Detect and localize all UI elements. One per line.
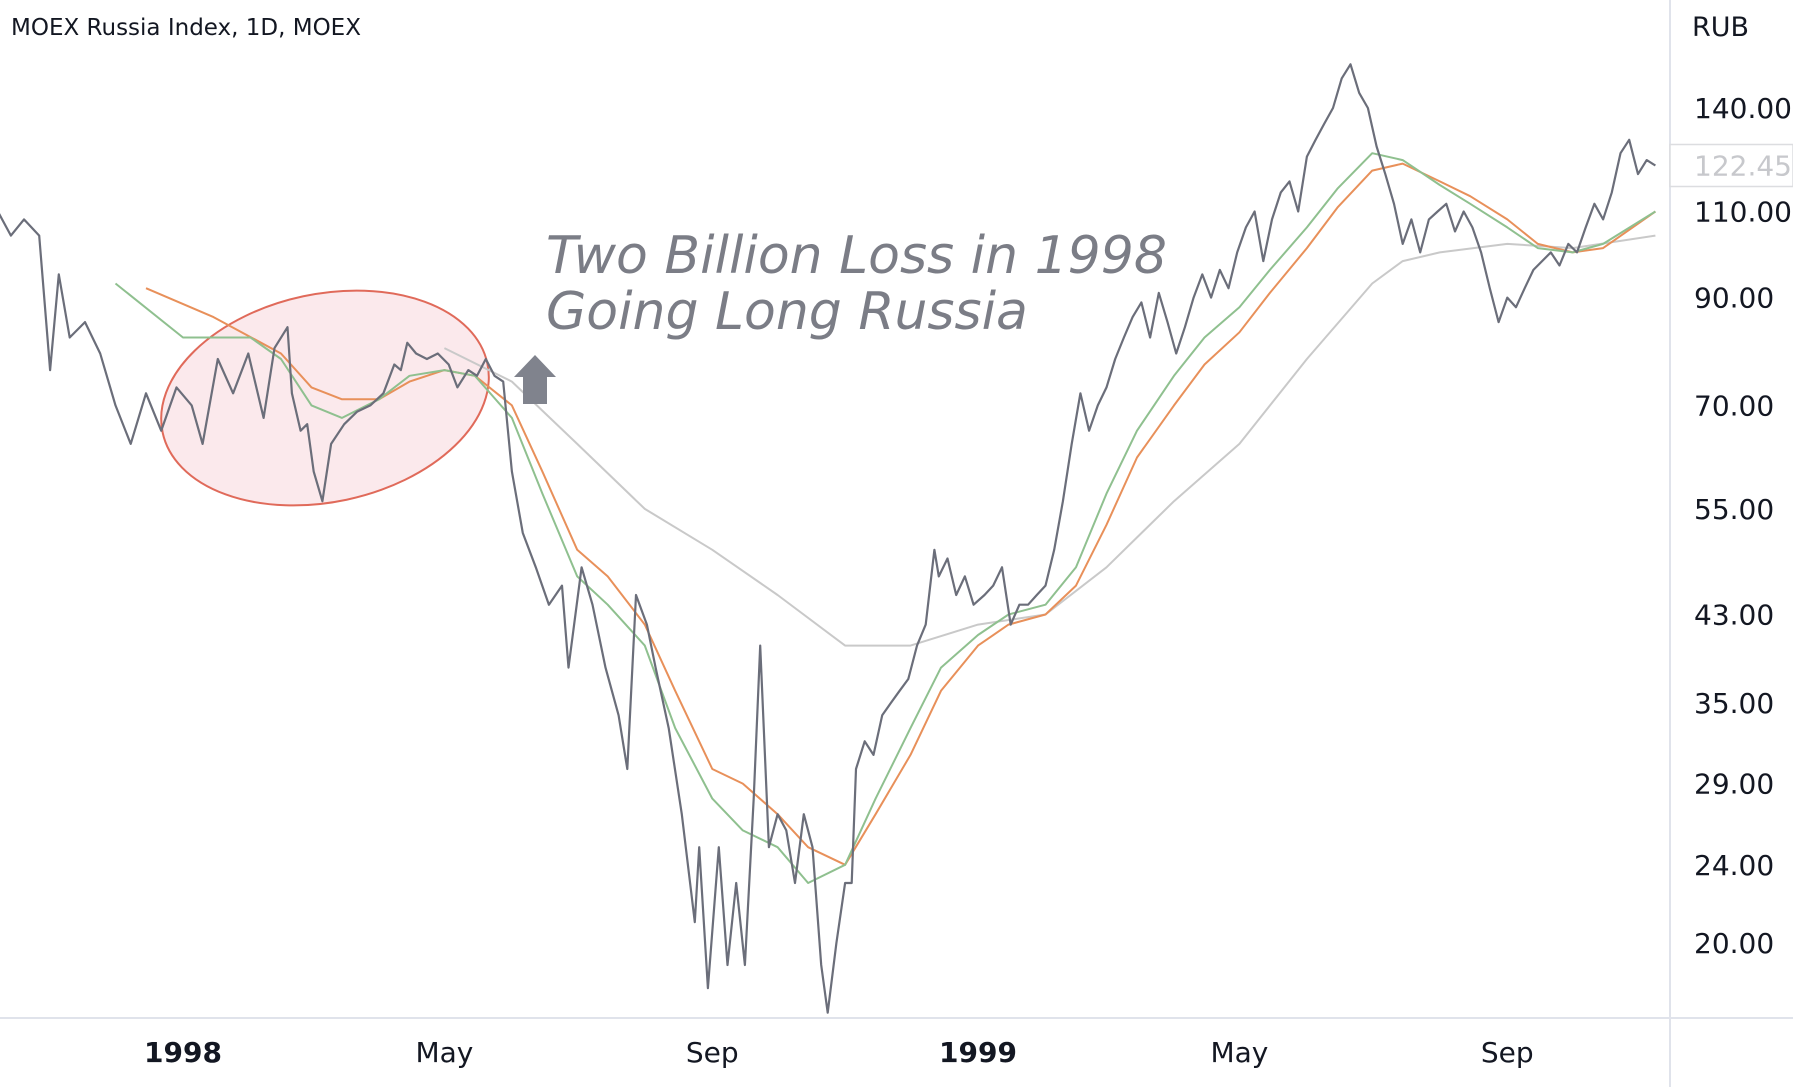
last-price-marker — [1669, 143, 1793, 188]
y-tick-label: 24.00 — [1694, 849, 1774, 882]
y-tick-label: 110.00 — [1694, 196, 1792, 229]
arrow-layer — [514, 355, 556, 404]
highlight-layer — [160, 289, 490, 507]
x-tick-label: 1998 — [144, 1036, 222, 1069]
y-tick-label: 35.00 — [1694, 687, 1774, 720]
series-ma-slow-line — [443, 234, 1656, 647]
x-tick-label: Sep — [686, 1036, 739, 1069]
x-tick-label: May — [1210, 1036, 1268, 1069]
y-axis-ticks: 140.00 110.00 90.00 70.00 55.00 43.00 35.00 29.… — [1669, 92, 1793, 960]
series-price-line — [0, 63, 1656, 1014]
x-tick-label: 1999 — [939, 1036, 1017, 1069]
last-price-label: 122.45 — [1694, 150, 1792, 183]
axis-unit-label: RUB — [1692, 12, 1750, 43]
y-tick-label: 43.00 — [1694, 599, 1774, 632]
y-tick-label: 29.00 — [1694, 768, 1774, 801]
annotation-line-2: Going Long Russia — [546, 282, 1028, 342]
series-ma-fast-line — [114, 152, 1656, 884]
x-tick-label: Sep — [1481, 1036, 1534, 1069]
up-arrow-icon — [514, 355, 556, 404]
annotation-text: Two Billion Loss in 1998 Going Long Russ… — [546, 228, 1167, 340]
annotation-line-1: Two Billion Loss in 1998 — [546, 226, 1167, 286]
highlight-ellipse — [160, 289, 490, 507]
y-tick-label: 20.00 — [1694, 927, 1774, 960]
chart-title: MOEX Russia Index, 1D, MOEX — [11, 15, 361, 41]
y-tick-label: 55.00 — [1694, 493, 1774, 526]
series-layer — [0, 63, 1656, 1014]
y-tick-label: 70.00 — [1694, 389, 1774, 422]
x-axis-ticks: 1998 May Sep 1999 May Sep — [144, 1036, 1534, 1069]
y-tick-label: 90.00 — [1694, 282, 1774, 315]
x-tick-label: May — [415, 1036, 473, 1069]
y-tick-label: 140.00 — [1694, 92, 1792, 125]
